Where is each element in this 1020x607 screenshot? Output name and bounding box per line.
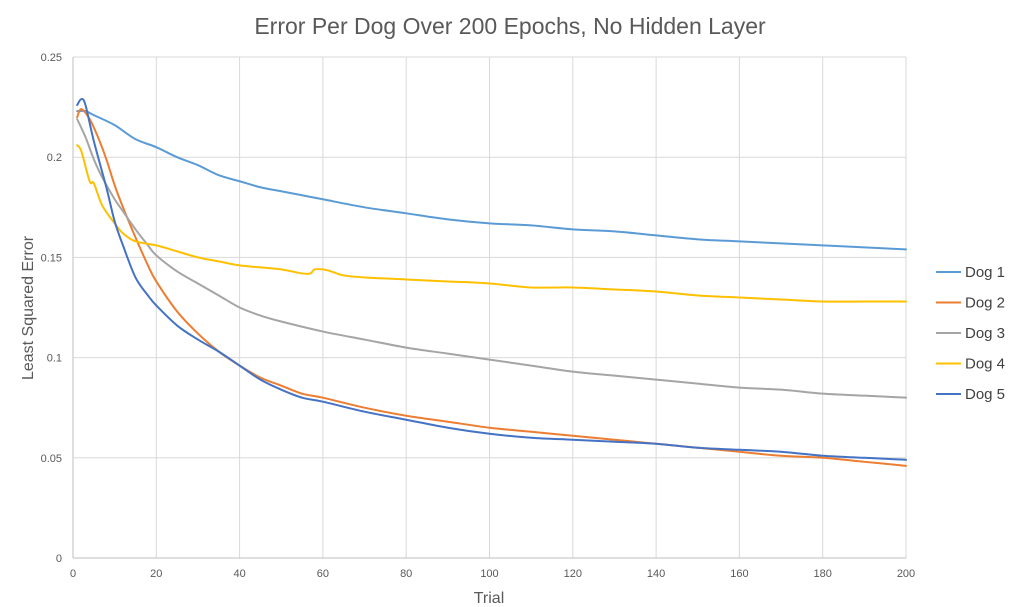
x-tick-label: 40 — [233, 568, 245, 580]
y-tick-label: 0.15 — [41, 252, 62, 264]
y-tick-label: 0.2 — [47, 152, 62, 164]
x-tick-label: 80 — [400, 568, 412, 580]
axes: 0 0.05 0.1 0.15 0.2 0.25 0 20 40 60 80 100 120 140 160… — [41, 52, 916, 580]
x-tick-label: 180 — [814, 568, 832, 580]
legend-label: Dog 2 — [965, 295, 1005, 312]
legend-label: Dog 5 — [965, 386, 1005, 403]
legend-label: Dog 1 — [965, 264, 1005, 281]
x-tick-label: 100 — [480, 568, 498, 580]
y-tick-label: 0.05 — [41, 453, 62, 465]
x-tick-label: 20 — [150, 568, 162, 580]
series-line-5 — [76, 98, 907, 461]
y-tick-label: 0 — [56, 553, 62, 565]
y-tick-label: 0.1 — [47, 353, 62, 365]
y-tick-label: 0.25 — [41, 52, 62, 64]
series-line-2 — [76, 108, 907, 467]
x-axis-label: Trial — [474, 590, 505, 607]
grid — [73, 56, 907, 558]
legend: Dog 1 Dog 2 Dog 3 Dog 4 Dog 5 — [936, 264, 1005, 403]
series-line-4 — [76, 144, 907, 303]
x-tick-label: 0 — [70, 568, 76, 580]
x-tick-label: 140 — [647, 568, 665, 580]
x-tick-label: 200 — [897, 568, 915, 580]
series-lines — [76, 98, 907, 467]
legend-label: Dog 3 — [965, 325, 1005, 342]
series-line-1 — [76, 109, 907, 251]
series-line-3 — [76, 118, 907, 399]
x-tick-label: 120 — [564, 568, 582, 580]
x-tick-label: 160 — [730, 568, 748, 580]
chart-title: Error Per Dog Over 200 Epochs, No Hidden… — [254, 13, 766, 39]
y-axis-label: Least Squared Error — [20, 235, 37, 380]
legend-label: Dog 4 — [965, 356, 1005, 373]
x-tick-label: 60 — [317, 568, 329, 580]
